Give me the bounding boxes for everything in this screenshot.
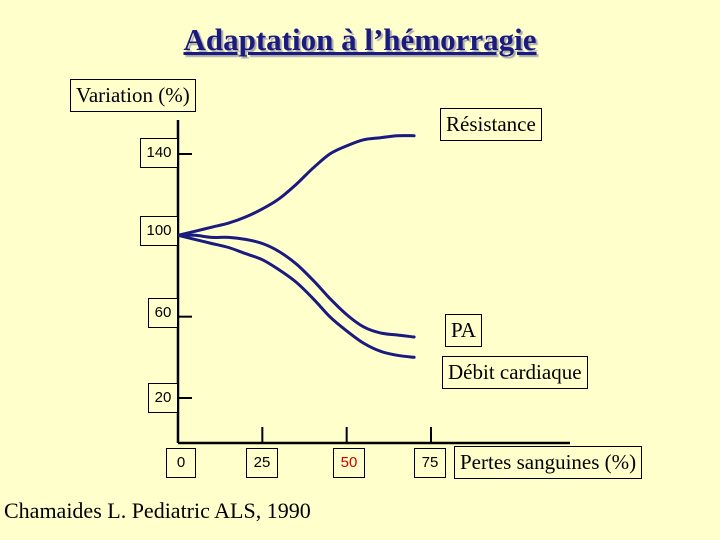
series-line-pa xyxy=(176,233,416,339)
x-tick-label: 75 xyxy=(414,448,446,478)
series-label-pa: PA xyxy=(445,314,482,347)
y-tick-label: 60 xyxy=(148,298,178,328)
citation: Chamaides L. Pediatric ALS, 1990 xyxy=(4,498,311,523)
y-tick-label: 20 xyxy=(148,383,178,413)
x-tick-label: 50 xyxy=(333,448,365,478)
x-tick-label: 25 xyxy=(246,448,278,478)
series-label-debit-cardiaque: Débit cardiaque xyxy=(442,356,588,389)
series-line-d-bit-cardiaque xyxy=(176,233,416,359)
series-line-r-sistance xyxy=(176,134,416,237)
y-tick-label: 100 xyxy=(140,216,178,246)
slide-title: Adaptation à l’hémorragie xyxy=(183,22,537,57)
series-label-resistance: Résistance xyxy=(440,108,542,141)
y-tick-label: 140 xyxy=(140,138,178,168)
y-axis-label: Variation (%) xyxy=(70,79,196,112)
x-tick-label: 0 xyxy=(166,448,196,478)
x-axis-label: Pertes sanguines (%) xyxy=(454,446,643,479)
